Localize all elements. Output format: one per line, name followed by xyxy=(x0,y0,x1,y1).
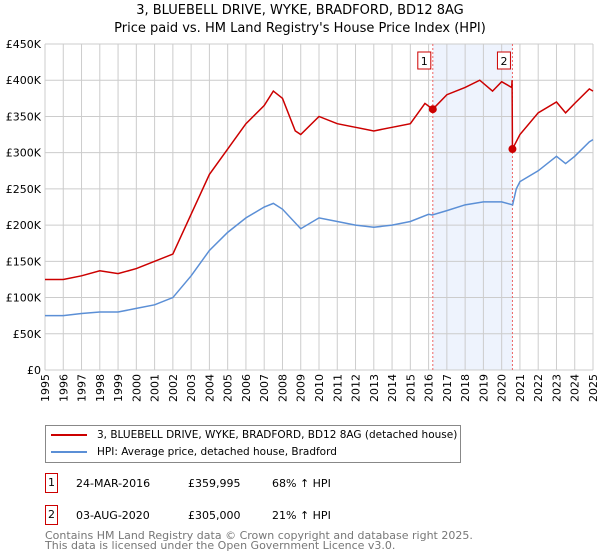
x-tick-label: 2017 xyxy=(441,374,454,402)
transaction-hpi: 68% ↑ HPI xyxy=(272,476,331,490)
x-tick-label: 2002 xyxy=(167,374,180,402)
subtitle-line: Price paid vs. HM Land Registry's House … xyxy=(114,21,486,36)
x-tick-label: 2013 xyxy=(368,374,381,402)
y-tick-label: £450K xyxy=(6,38,42,51)
y-tick-label: £150K xyxy=(6,255,42,268)
x-tick-label: 2023 xyxy=(550,374,563,402)
series-line xyxy=(45,138,594,317)
transaction-date: 03-AUG-2020 xyxy=(76,508,150,522)
y-tick-label: £400K xyxy=(6,74,42,87)
transaction-hpi: 21% ↑ HPI xyxy=(272,508,331,522)
series-line xyxy=(45,79,594,281)
footer-line: Contains HM Land Registry data © Crown c… xyxy=(45,529,473,542)
x-tick-label: 2019 xyxy=(477,374,490,402)
marker-badge: 1 xyxy=(45,473,58,493)
transaction-row: 1 24-MAR-2016 £359,995 68% ↑ HPI xyxy=(45,473,331,493)
legend: 3, BLUEBELL DRIVE, WYKE, BRADFORD, BD12 … xyxy=(45,425,461,463)
x-tick-label: 1999 xyxy=(112,374,125,402)
annotation-label: 1 xyxy=(421,55,428,68)
x-tick-label: 2011 xyxy=(331,374,344,402)
x-tick-label: 2000 xyxy=(130,374,143,402)
blue-line-swatch xyxy=(51,451,87,453)
y-tick-label: £250K xyxy=(6,183,42,196)
transaction-price: £305,000 xyxy=(188,508,241,522)
x-tick-label: 2020 xyxy=(496,374,509,402)
x-tick-label: 1996 xyxy=(57,374,70,402)
x-tick-label: 2022 xyxy=(532,374,545,402)
x-tick-label: 2024 xyxy=(569,374,582,402)
x-tick-label: 2012 xyxy=(350,374,363,402)
footer-line: This data is licensed under the Open Gov… xyxy=(45,539,396,552)
title-line: 3, BLUEBELL DRIVE, WYKE, BRADFORD, BD12 … xyxy=(136,3,464,18)
x-tick-label: 2014 xyxy=(386,374,399,402)
x-tick-label: 2016 xyxy=(423,374,436,402)
y-tick-label: £50K xyxy=(13,328,42,341)
x-tick-label: 2005 xyxy=(222,374,235,402)
annotation-box xyxy=(417,51,432,70)
y-tick-label: £0 xyxy=(27,364,41,377)
x-tick-label: 2001 xyxy=(149,374,162,402)
y-tick-label: £100K xyxy=(6,292,42,305)
y-tick-label: £300K xyxy=(6,147,42,160)
transaction-date: 24-MAR-2016 xyxy=(76,476,151,490)
x-tick-label: 2010 xyxy=(313,374,326,402)
y-tick-label: £200K xyxy=(6,219,42,232)
legend-label: HPI: Average price, detached house, Brad… xyxy=(97,446,337,458)
x-tick-label: 2003 xyxy=(185,374,198,402)
sale-point xyxy=(508,145,517,154)
x-tick-label: 2025 xyxy=(587,374,600,402)
red-line-swatch xyxy=(51,434,87,436)
chart-title: 3, BLUEBELL DRIVE, WYKE, BRADFORD, BD12 … xyxy=(0,2,600,38)
x-tick-label: 2004 xyxy=(203,374,216,402)
footer: Contains HM Land Registry data © Crown c… xyxy=(45,529,473,552)
sale-point xyxy=(428,105,437,114)
x-tick-label: 2008 xyxy=(276,374,289,402)
shaded-period xyxy=(432,44,513,370)
x-tick-label: 1998 xyxy=(94,374,107,402)
x-tick-label: 2018 xyxy=(459,374,472,402)
x-tick-label: 1997 xyxy=(76,374,89,402)
x-tick-label: 2009 xyxy=(295,374,308,402)
transaction-price: £359,995 xyxy=(188,476,241,490)
marker-badge: 2 xyxy=(45,505,58,525)
legend-item-property: 3, BLUEBELL DRIVE, WYKE, BRADFORD, BD12 … xyxy=(51,429,457,441)
x-tick-label: 2021 xyxy=(514,374,527,402)
annotation-label: 2 xyxy=(500,55,507,68)
x-tick-label: 1995 xyxy=(39,374,52,402)
x-tick-label: 2006 xyxy=(240,374,253,402)
transaction-row: 2 03-AUG-2020 £305,000 21% ↑ HPI xyxy=(45,505,331,525)
legend-label: 3, BLUEBELL DRIVE, WYKE, BRADFORD, BD12 … xyxy=(97,429,458,441)
y-tick-label: £350K xyxy=(6,110,42,123)
legend-item-hpi: HPI: Average price, detached house, Brad… xyxy=(51,446,337,458)
x-tick-label: 2007 xyxy=(258,374,271,402)
annotation-box xyxy=(496,51,511,70)
price-chart: 1995 1996 1997 1998 1999 2000 2001 2002 2003 2004… xyxy=(6,38,600,402)
x-tick-label: 2015 xyxy=(404,374,417,402)
